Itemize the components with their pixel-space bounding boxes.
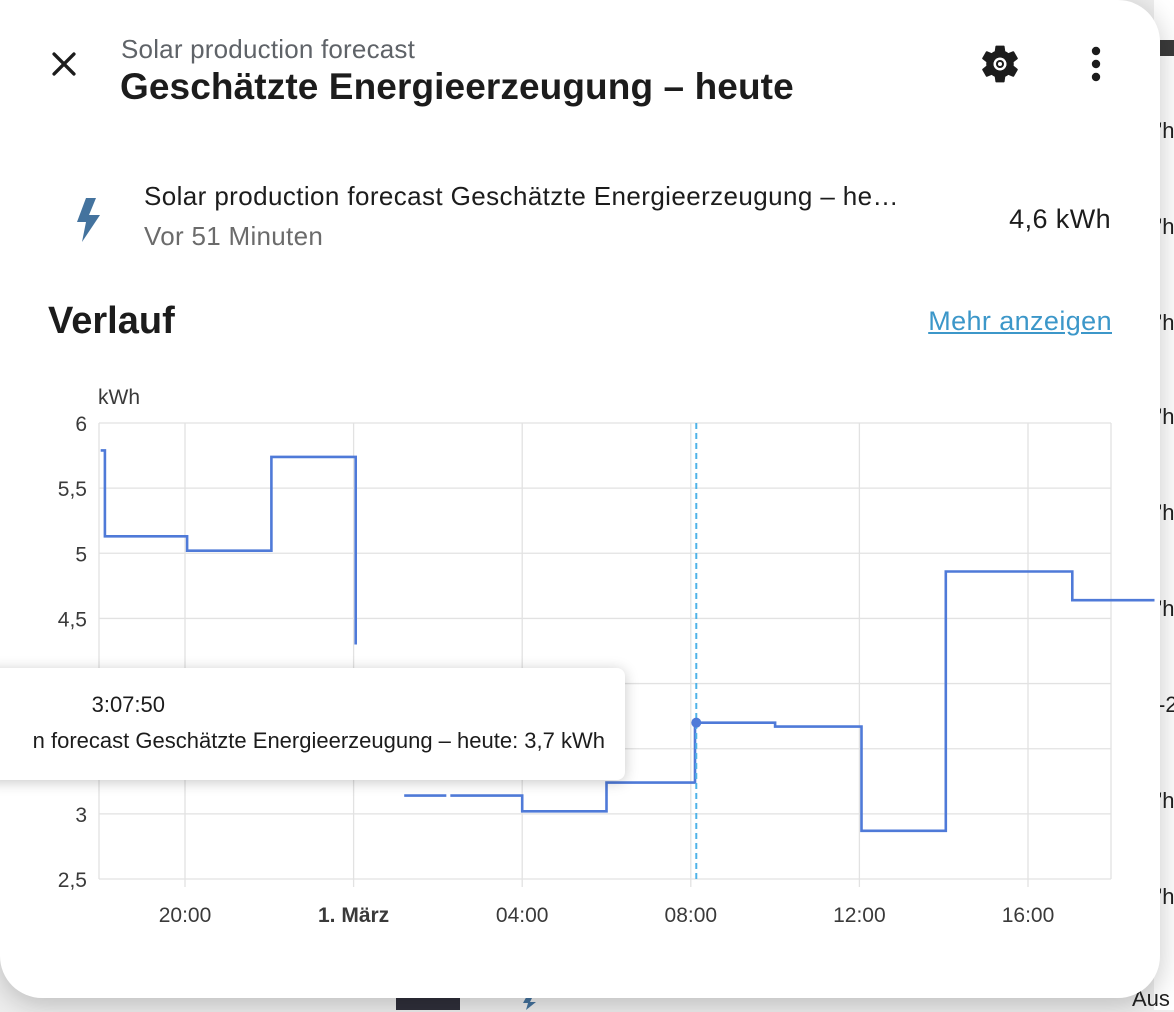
tooltip-time: 3:07:50 [91,692,165,717]
y-tick-label: 3 [75,804,87,827]
close-button[interactable] [40,40,88,88]
flash-icon [523,994,536,1010]
background-text: 'h [1158,310,1174,335]
settings-button[interactable] [974,38,1026,90]
x-tick-label: 12:00 [833,904,886,927]
show-more-link[interactable]: Mehr anzeigen [928,306,1112,336]
background-text: 'h [1158,214,1174,239]
x-tick-label: 16:00 [1002,904,1055,927]
tooltip-series-value: n forecast Geschätzte Energieerzeugung –… [32,728,605,753]
y-tick-label: 5,5 [58,478,87,501]
history-title: Verlauf [48,300,175,342]
dialog-title: Geschätzte Energieerzeugung – heute [120,66,794,107]
more-vert-icon [1091,46,1101,82]
background-toolbar [1160,40,1174,56]
y-tick-label: 6 [75,413,87,436]
dialog-subtitle: Solar production forecast [121,34,416,64]
more-info-dialog: Solar production forecast Geschätzte Ene… [0,0,1160,998]
x-tick-label: 08:00 [665,904,718,927]
flash-icon [77,198,100,242]
background-text: 'h [1158,884,1174,909]
gear-icon [982,45,1018,83]
x-tick-label: 1. März [318,904,389,927]
background-text: 'h [1158,118,1174,143]
y-tick-label: 4,5 [58,608,87,631]
background-text: -2 [1158,692,1174,717]
series-line [100,449,357,645]
series-line [404,570,1155,833]
background-text: 'h [1158,788,1174,813]
background-text: 'h [1158,404,1174,429]
close-icon [52,52,76,76]
x-tick-label: 04:00 [496,904,549,927]
y-axis-unit: kWh [98,386,140,409]
background-text: 'h [1158,500,1174,525]
chart-tooltip: 3:07:50 n forecast Geschätzte Energieerz… [0,668,625,780]
history-chart[interactable]: 65,554,543,532,5 20:001. März04:0008:001… [0,370,1160,930]
hover-point [691,717,702,728]
x-tick-label: 20:00 [159,904,212,927]
entity-state-value: 4,6 kWh [1009,204,1111,234]
entity-last-changed: Vor 51 Minuten [144,221,324,251]
more-options-button[interactable] [1072,38,1120,90]
y-tick-label: 5 [75,543,87,566]
entity-name: Solar production forecast Geschätzte Ene… [144,181,899,211]
y-tick-label: 2,5 [58,869,87,892]
background-text: 'h [1158,596,1174,621]
background-avatar [396,996,460,1010]
entity-state-row: Solar production forecast Geschätzte Ene… [60,168,1120,268]
